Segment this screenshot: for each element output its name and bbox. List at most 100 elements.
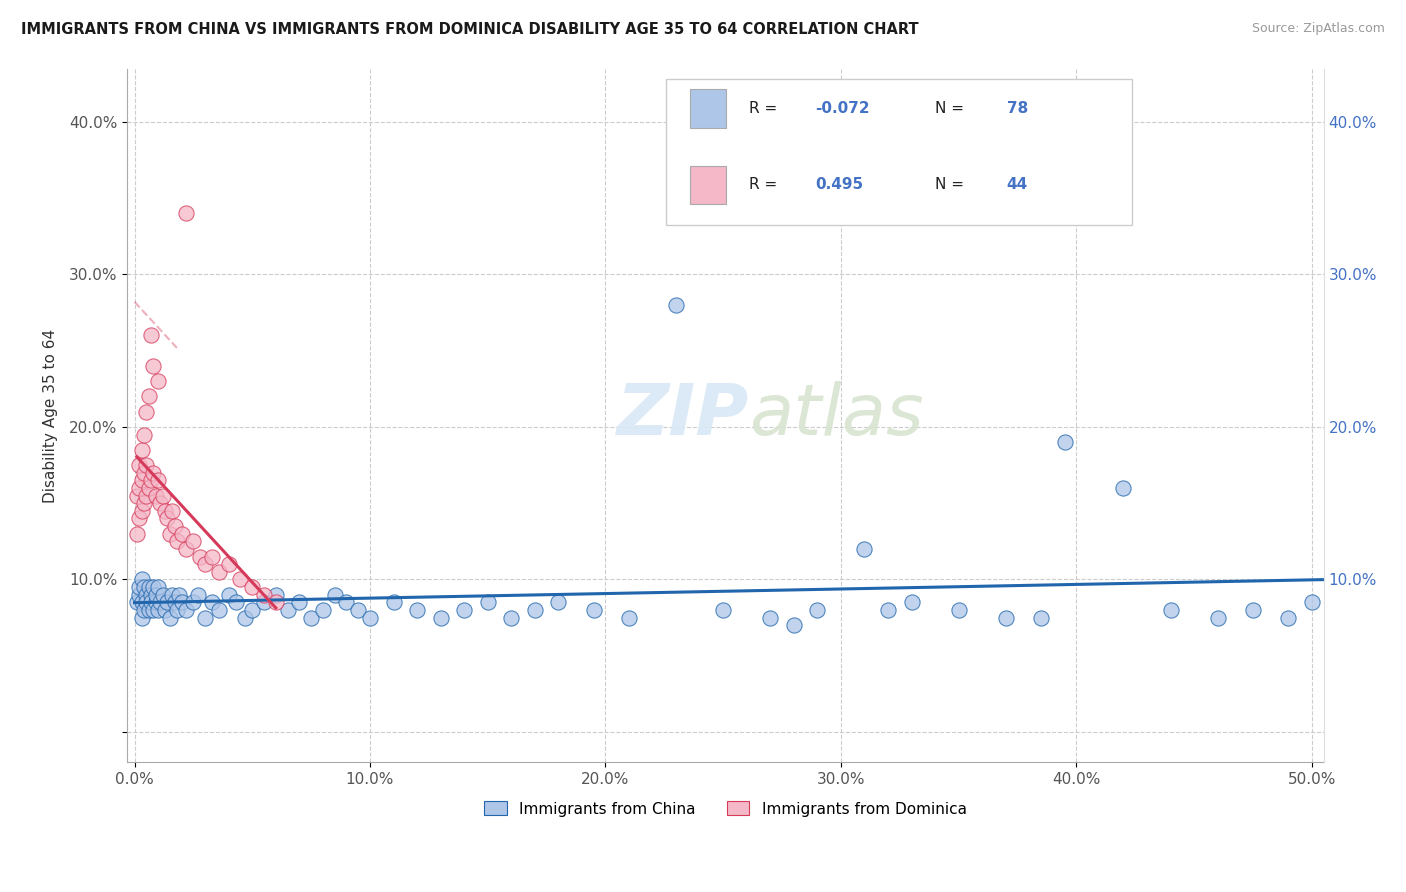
Point [128, 588, 150, 602]
Point [759, 610, 782, 624]
Text: ZIP: ZIP [617, 381, 749, 450]
Point [149, 595, 172, 609]
Point [135, 588, 157, 602]
Point [131, 504, 153, 518]
Point [146, 374, 169, 388]
Point [166, 534, 188, 549]
Point [146, 603, 169, 617]
Point [166, 603, 188, 617]
Point [194, 557, 217, 571]
Point [139, 588, 162, 602]
Point [877, 603, 900, 617]
Point [131, 610, 153, 624]
Text: -0.072: -0.072 [815, 101, 870, 116]
Point [359, 610, 381, 624]
Point [142, 466, 165, 480]
Point [253, 595, 276, 609]
Point [135, 489, 157, 503]
Point [132, 466, 155, 480]
Point [176, 541, 198, 556]
Point [153, 504, 176, 518]
Point [128, 481, 150, 495]
Point [145, 595, 167, 609]
Point [139, 328, 162, 343]
Point [135, 458, 157, 472]
Point [1301, 595, 1323, 609]
Text: 44: 44 [1007, 178, 1028, 193]
Point [994, 610, 1017, 624]
Point [132, 603, 155, 617]
Point [783, 618, 806, 632]
Point [264, 595, 287, 609]
Point [125, 489, 148, 503]
Point [477, 595, 499, 609]
Point [547, 595, 569, 609]
Point [125, 595, 148, 609]
Point [853, 541, 876, 556]
Point [146, 473, 169, 487]
Point [176, 206, 198, 220]
Point [1112, 481, 1135, 495]
Point [208, 565, 231, 579]
Point [176, 603, 198, 617]
Point [382, 595, 405, 609]
Point [806, 603, 828, 617]
Point [163, 595, 186, 609]
Point [145, 489, 167, 503]
Point [145, 588, 167, 602]
Text: 78: 78 [1007, 101, 1028, 116]
Point [131, 473, 153, 487]
Point [131, 573, 153, 587]
Point [233, 610, 256, 624]
Point [406, 603, 429, 617]
Point [1206, 610, 1229, 624]
Point [142, 359, 165, 373]
Point [159, 526, 181, 541]
Point [135, 595, 157, 609]
Point [1241, 603, 1264, 617]
Point [156, 595, 179, 609]
Legend: Immigrants from China, Immigrants from Dominica: Immigrants from China, Immigrants from D… [477, 794, 974, 824]
Point [170, 595, 193, 609]
Point [160, 588, 183, 602]
Point [163, 519, 186, 533]
Point [139, 595, 162, 609]
Point [582, 603, 605, 617]
Point [183, 534, 205, 549]
Point [187, 588, 209, 602]
Text: Source: ZipAtlas.com: Source: ZipAtlas.com [1251, 22, 1385, 36]
Point [149, 496, 172, 510]
Point [429, 610, 451, 624]
FancyBboxPatch shape [689, 166, 725, 204]
Point [277, 603, 299, 617]
Point [335, 595, 357, 609]
Point [142, 603, 165, 617]
Point [240, 603, 263, 617]
Text: R =: R = [749, 101, 783, 116]
Point [128, 511, 150, 525]
FancyBboxPatch shape [665, 78, 1132, 225]
Point [152, 489, 174, 503]
Point [132, 427, 155, 442]
Point [225, 595, 247, 609]
Point [128, 580, 150, 594]
Point [183, 595, 205, 609]
Point [312, 603, 335, 617]
Point [218, 557, 240, 571]
Point [160, 504, 183, 518]
Point [617, 610, 640, 624]
Text: N =: N = [935, 101, 969, 116]
Point [201, 549, 224, 564]
Point [167, 588, 190, 602]
Y-axis label: Disability Age 35 to 64: Disability Age 35 to 64 [44, 328, 58, 502]
Text: R =: R = [749, 178, 783, 193]
Point [523, 603, 546, 617]
Point [139, 473, 162, 487]
Point [900, 595, 922, 609]
Point [264, 588, 287, 602]
Text: 0.495: 0.495 [815, 178, 863, 193]
Point [142, 580, 165, 594]
Point [288, 595, 311, 609]
Point [665, 298, 688, 312]
Point [170, 526, 193, 541]
